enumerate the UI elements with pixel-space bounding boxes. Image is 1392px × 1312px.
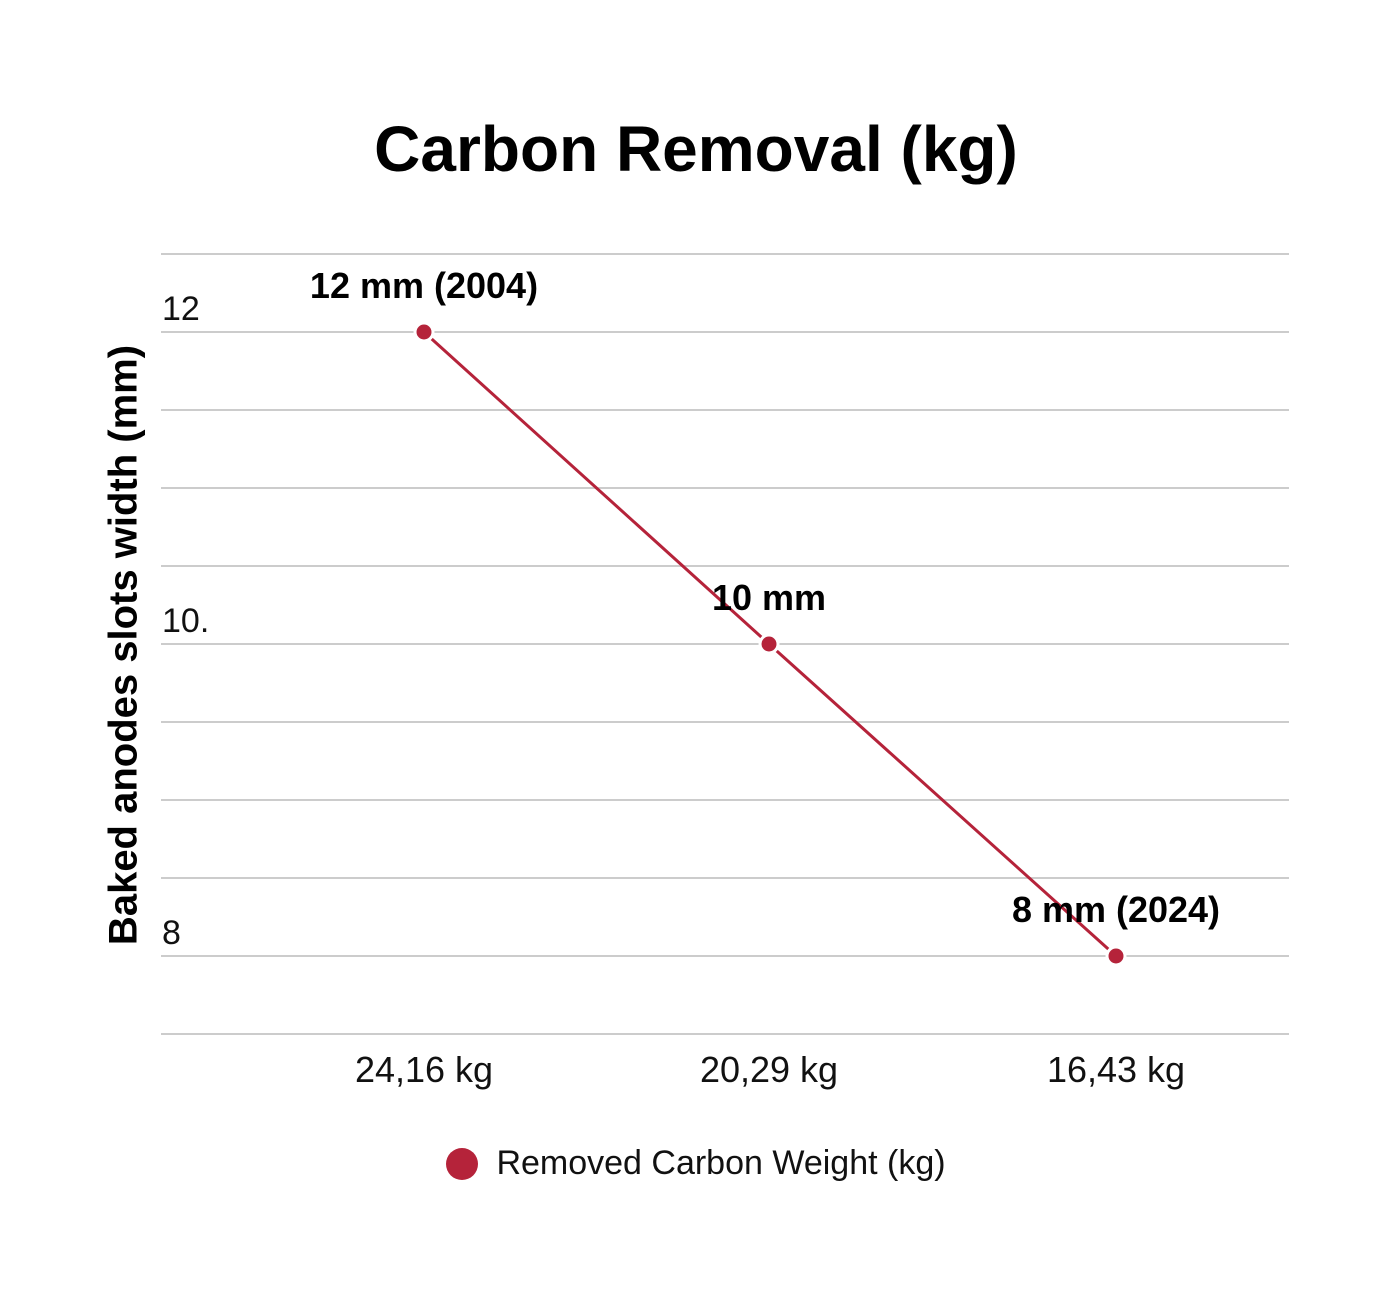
x-tick-label: 16,43 kg xyxy=(1047,1049,1185,1090)
legend: Removed Carbon Weight (kg) xyxy=(0,1144,1392,1183)
data-label: 8 mm (2024) xyxy=(1012,889,1220,930)
legend-marker xyxy=(446,1147,479,1180)
data-point xyxy=(1105,945,1127,967)
x-tick-label: 20,29 kg xyxy=(700,1049,838,1090)
y-tick-label: 8 xyxy=(162,914,181,952)
data-point xyxy=(758,633,780,655)
y-tick-label: 10. xyxy=(162,602,209,640)
chart-title: Carbon Removal (kg) xyxy=(374,113,1018,185)
y-tick-label: 12 xyxy=(162,290,200,328)
data-label: 10 mm xyxy=(712,577,826,618)
data-label: 12 mm (2004) xyxy=(310,265,538,306)
x-tick-label: 24,16 kg xyxy=(355,1049,493,1090)
data-point xyxy=(413,321,435,343)
legend-label: Removed Carbon Weight (kg) xyxy=(496,1144,946,1182)
